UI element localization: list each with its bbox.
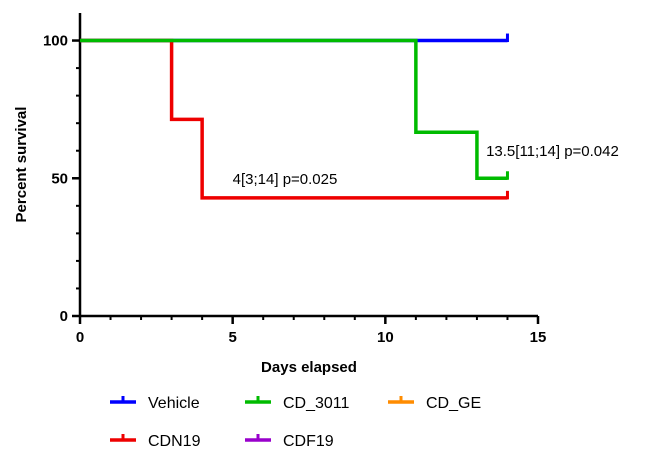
y-tick-label: 100	[43, 33, 68, 50]
legend-item-cdf19: CDF19	[245, 433, 334, 450]
legend-label: CD_GE	[426, 395, 481, 412]
ticks: 0 50 100 0 5 10 15	[43, 33, 546, 346]
legend-item-cd-ge: CD_GE	[388, 395, 481, 412]
legend-label: CDN19	[148, 433, 201, 450]
y-tick-label: 50	[51, 170, 68, 187]
legend-item-vehicle: Vehicle	[110, 395, 200, 412]
annotation-1: 4[3;14] p=0.025	[233, 171, 338, 188]
legend: Vehicle CD_3011 CD_GE CDN19 CDF19	[110, 395, 481, 450]
x-axis-title: Days elapsed	[261, 359, 357, 376]
axes	[78, 13, 538, 318]
x-tick-label: 0	[76, 329, 84, 346]
legend-item-cd-3011: CD_3011	[245, 395, 350, 412]
legend-label: CD_3011	[283, 395, 350, 412]
legend-label: Vehicle	[148, 395, 200, 412]
x-tick-label: 15	[530, 329, 547, 346]
legend-label: CDF19	[283, 433, 334, 450]
x-tick-label: 5	[228, 329, 236, 346]
series-layer	[80, 33, 509, 200]
y-axis-title: Percent survival	[13, 107, 30, 223]
x-tick-label: 10	[377, 329, 394, 346]
annotation-2: 13.5[11;14] p=0.042	[486, 143, 619, 160]
y-tick-label: 0	[60, 308, 68, 325]
series-line-cd-3011	[80, 38, 508, 181]
annotations: 4[3;14] p=0.025 13.5[11;14] p=0.042	[233, 143, 619, 188]
legend-item-cdn19: CDN19	[110, 433, 201, 450]
